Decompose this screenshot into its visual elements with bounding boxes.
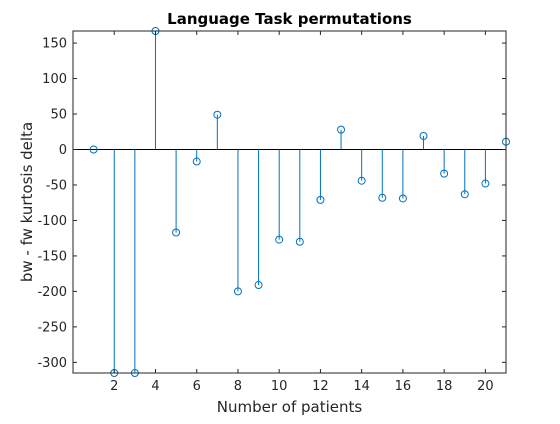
- x-tick-label: 10: [271, 379, 288, 394]
- stem-marker: [254, 281, 263, 290]
- y-axis-label: bw - fw kurtosis delta: [18, 122, 36, 282]
- x-tick-label: 6: [193, 379, 201, 394]
- plot-frame: [72, 30, 507, 374]
- x-axis-ticks: 2 4 6 8 10 12 14 16 18 20: [110, 31, 494, 394]
- y-tick-label: -250: [37, 320, 67, 335]
- y-tick-label: 100: [42, 72, 67, 87]
- stem-marker: [440, 169, 449, 178]
- stem-marker: [233, 287, 242, 296]
- y-tick-label: 150: [42, 37, 67, 52]
- x-tick-label: 14: [353, 379, 370, 394]
- y-tick-label: 0: [59, 143, 67, 158]
- y-tick-label: -50: [46, 178, 67, 193]
- plot-area: [73, 31, 506, 373]
- stem-marker: [192, 157, 201, 166]
- stem-marker: [275, 235, 284, 244]
- y-axis-ticks: -300 -250 -200 -150 -100 -50 0 50 100 150: [37, 37, 506, 371]
- x-tick-label: 4: [151, 379, 159, 394]
- y-tick-label: -100: [37, 214, 67, 229]
- x-axis-label: Number of patients: [217, 398, 363, 416]
- y-tick-label: -150: [37, 249, 67, 264]
- stem-marker: [295, 237, 304, 246]
- stem-marker: [419, 132, 428, 141]
- stem-marker: [378, 193, 387, 202]
- x-tick-label: 16: [395, 379, 412, 394]
- y-tick-label: -200: [37, 285, 67, 300]
- y-tick-label: -300: [37, 356, 67, 371]
- y-tick-label: 50: [50, 108, 67, 123]
- stem-marker: [460, 190, 469, 199]
- x-tick-label: 2: [110, 379, 118, 394]
- stem-marker: [357, 176, 366, 185]
- stem-marker: [481, 179, 490, 188]
- x-tick-label: 8: [234, 379, 242, 394]
- stem-marker: [398, 194, 407, 203]
- chart-title: Language Task permutations: [167, 10, 412, 28]
- stem-marker: [316, 195, 325, 204]
- x-tick-label: 18: [436, 379, 453, 394]
- x-tick-label: 12: [312, 379, 329, 394]
- stem-marker: [213, 110, 222, 119]
- x-tick-label: 20: [477, 379, 494, 394]
- stem-marker: [337, 125, 346, 134]
- stems: [73, 31, 507, 373]
- stem-marker: [89, 145, 98, 154]
- stem-marker: [172, 228, 181, 237]
